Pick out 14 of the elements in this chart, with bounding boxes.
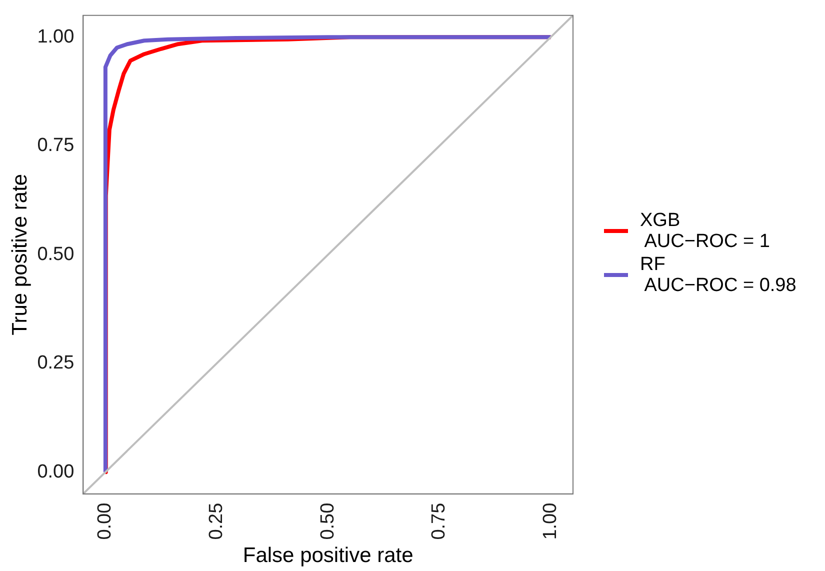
x-tick-label: 1.00 <box>540 502 561 540</box>
x-tick-label: 0.75 <box>428 502 450 540</box>
y-axis-title: True positive rate <box>8 174 32 336</box>
y-tick-label: 0.75 <box>37 135 74 156</box>
x-tick-label: 0.50 <box>317 502 338 540</box>
y-tick-label: 0.25 <box>37 352 74 374</box>
x-axis-title: False positive rate <box>242 544 414 568</box>
legend-label: XGB AUC−ROC = 1 <box>640 210 770 252</box>
y-tick-label: 0.00 <box>37 461 74 482</box>
legend-label: RF AUC−ROC = 0.98 <box>640 254 796 296</box>
y-tick-label: 0.50 <box>37 244 74 265</box>
x-tick-label: 0.00 <box>94 502 116 540</box>
y-tick-label: 1.00 <box>37 26 74 48</box>
x-tick-label: 0.25 <box>206 502 227 540</box>
